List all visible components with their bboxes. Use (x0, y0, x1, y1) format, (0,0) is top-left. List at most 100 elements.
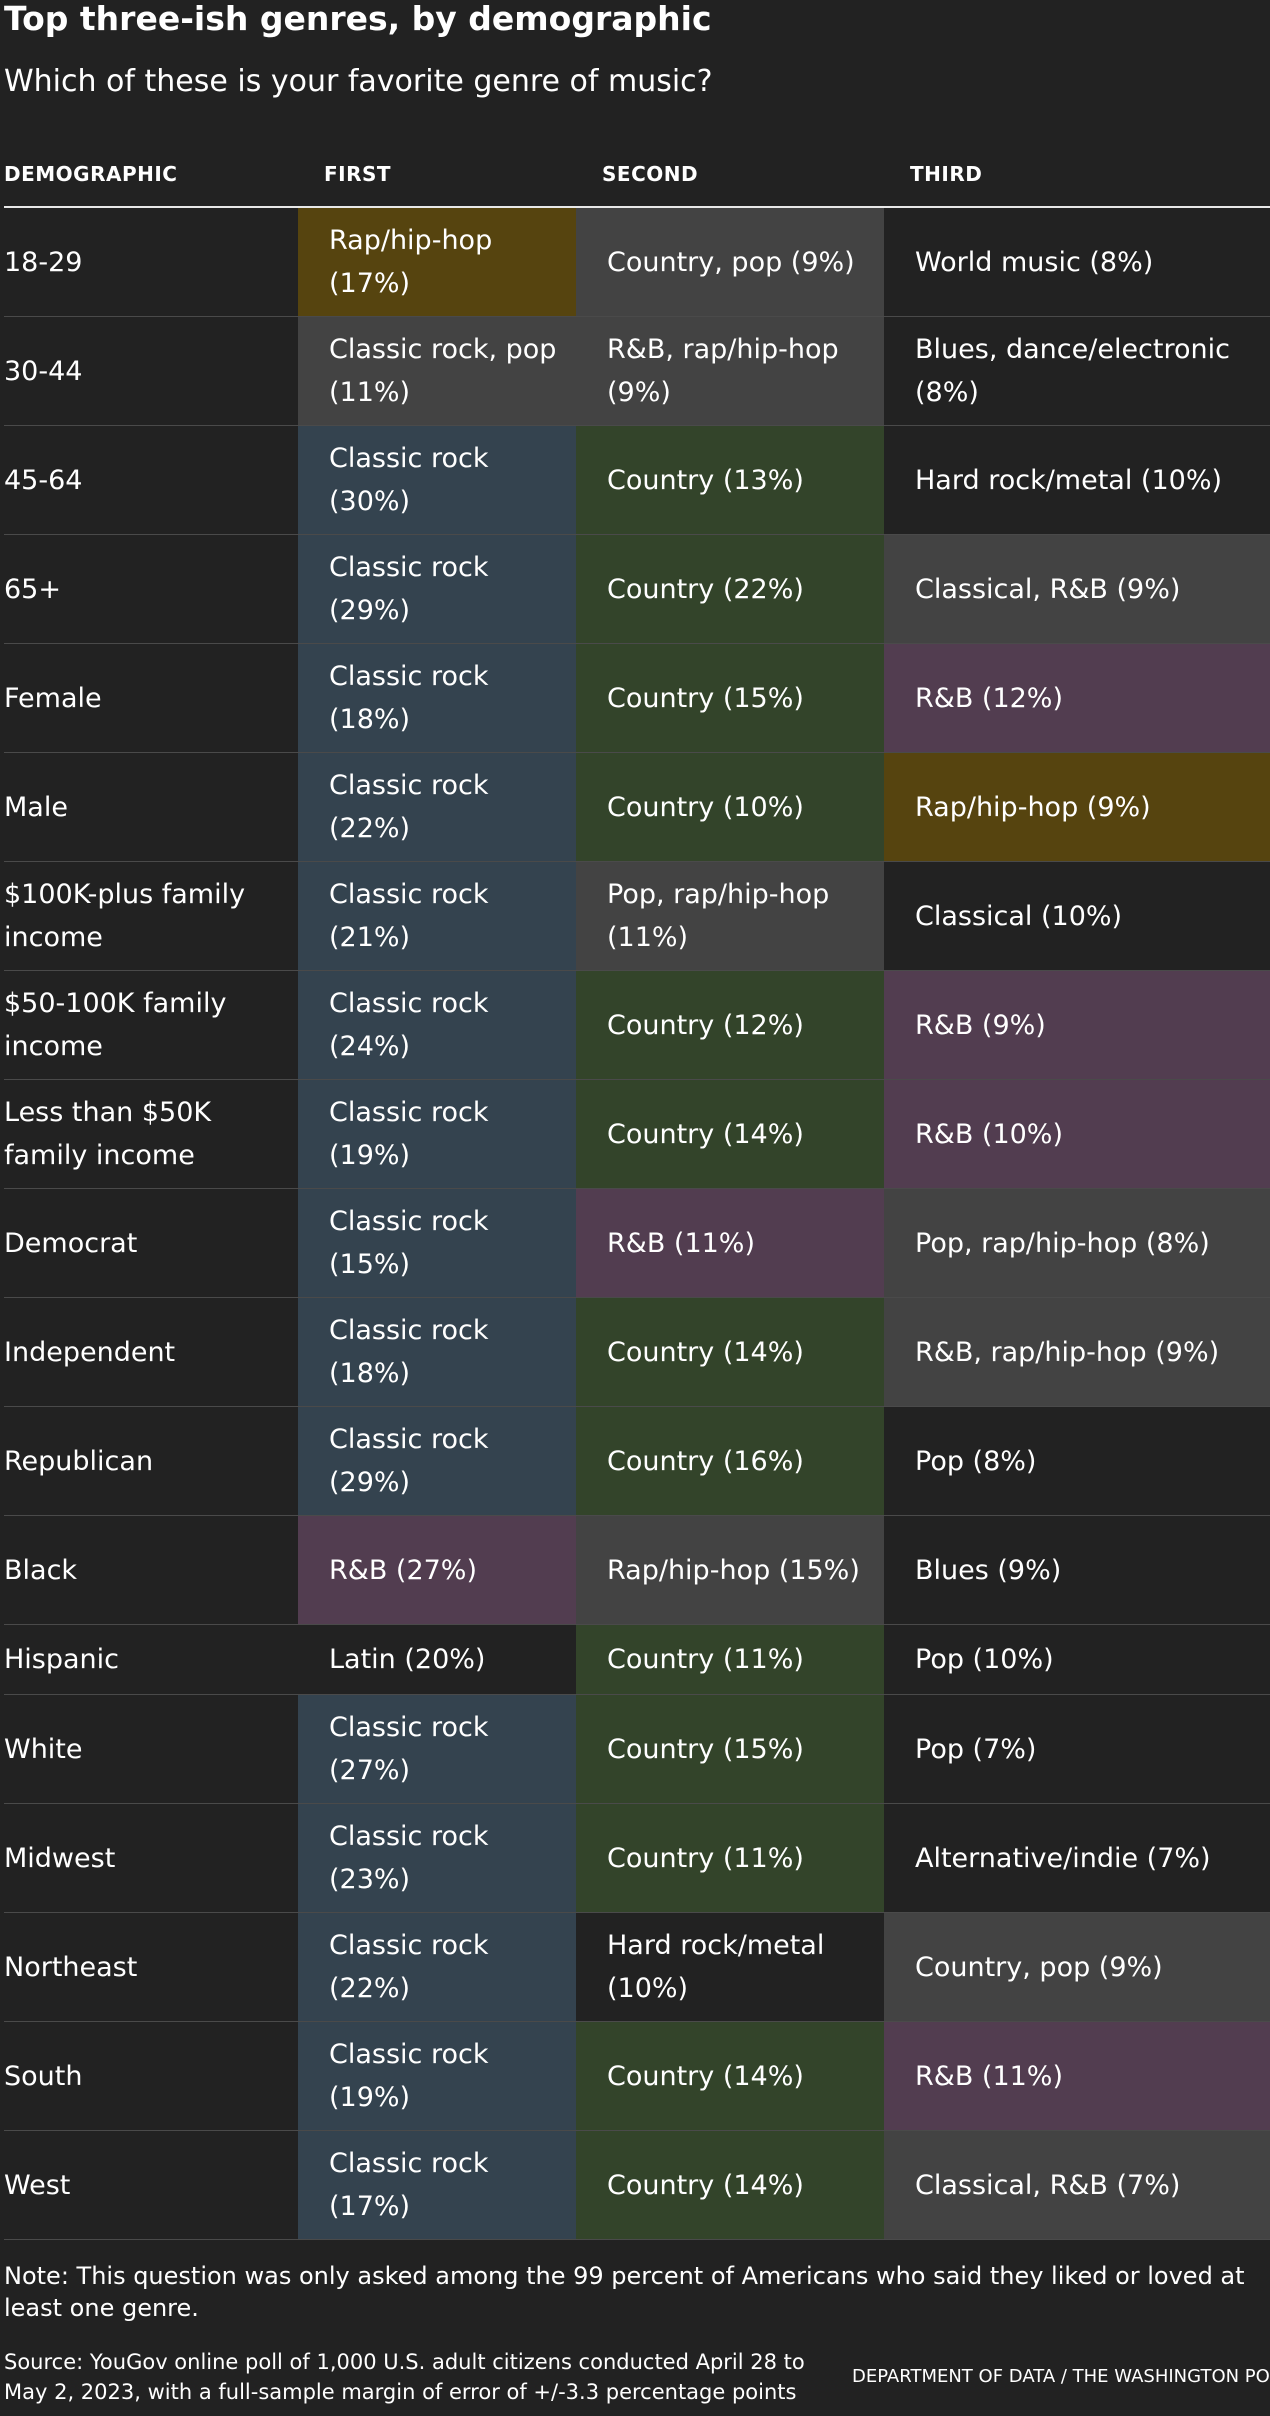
first-genre-cell: R&B (27%) (298, 1516, 576, 1624)
first-genre-cell: Classic rock (22%) (298, 1913, 576, 2021)
first-genre-cell: Classic rock (22%) (298, 753, 576, 861)
first-genre-cell: Classic rock (29%) (298, 1407, 576, 1515)
third-genre-cell: Pop (8%) (884, 1407, 1270, 1515)
table-row: Independent Classic rock (18%) Country (… (4, 1298, 1270, 1407)
credit-line: DEPARTMENT OF DATA / THE WASHINGTON POST (852, 2366, 1270, 2387)
table-row: White Classic rock (27%) Country (15%) P… (4, 1695, 1270, 1804)
second-genre-cell: R&B, rap/hip-hop (9%) (576, 317, 884, 425)
demographic-cell: $50-100K family income (4, 988, 227, 1062)
third-genre-cell: R&B (9%) (884, 971, 1270, 1079)
second-genre-cell: R&B (11%) (576, 1189, 884, 1297)
table-row: Democrat Classic rock (15%) R&B (11%) Po… (4, 1189, 1270, 1298)
third-genre-cell: R&B (11%) (884, 2022, 1270, 2130)
demographic-cell: Male (4, 791, 68, 823)
third-genre-cell: Classical (10%) (884, 862, 1270, 970)
third-genre-cell: Hard rock/metal (10%) (884, 426, 1270, 534)
table-row: Midwest Classic rock (23%) Country (11%)… (4, 1804, 1270, 1913)
second-genre-cell: Pop, rap/hip-hop (11%) (576, 862, 884, 970)
first-genre-cell: Classic rock, pop (11%) (298, 317, 576, 425)
third-genre-cell: R&B, rap/hip-hop (9%) (884, 1298, 1270, 1406)
second-genre-cell: Country (14%) (576, 1080, 884, 1188)
table-row: 18-29 Rap/hip-hop (17%) Country, pop (9%… (4, 208, 1270, 317)
table-row: Less than $50K family income Classic roc… (4, 1080, 1270, 1189)
demographic-cell: Black (4, 1554, 78, 1586)
second-genre-cell: Country (22%) (576, 535, 884, 643)
first-genre-cell: Classic rock (23%) (298, 1804, 576, 1912)
second-genre-cell: Country (14%) (576, 2131, 884, 2239)
second-genre-cell: Hard rock/metal (10%) (576, 1913, 884, 2021)
second-genre-cell: Country (11%) (576, 1804, 884, 1912)
third-genre-cell: Rap/hip-hop (9%) (884, 753, 1270, 861)
table-row: West Classic rock (17%) Country (14%) Cl… (4, 2131, 1270, 2240)
demographic-cell: Less than $50K family income (4, 1097, 212, 1171)
demographic-cell: South (4, 2060, 83, 2092)
table-row: 30-44 Classic rock, pop (11%) R&B, rap/h… (4, 317, 1270, 426)
first-genre-cell: Classic rock (21%) (298, 862, 576, 970)
third-genre-cell: R&B (12%) (884, 644, 1270, 752)
first-genre-cell: Classic rock (19%) (298, 2022, 576, 2130)
first-genre-cell: Latin (20%) (298, 1625, 576, 1694)
demographic-cell: 45-64 (4, 464, 83, 496)
third-genre-cell: Blues, dance/electronic (8%) (884, 317, 1270, 425)
second-genre-cell: Country (16%) (576, 1407, 884, 1515)
demographic-cell: Independent (4, 1336, 176, 1368)
page-title: Top three-ish genres, by demographic (4, 0, 712, 38)
table-row: $50-100K family income Classic rock (24%… (4, 971, 1270, 1080)
demographic-cell: 30-44 (4, 355, 83, 387)
second-genre-cell: Country (13%) (576, 426, 884, 534)
demographic-cell: Hispanic (4, 1644, 120, 1675)
table-row: Female Classic rock (18%) Country (15%) … (4, 644, 1270, 753)
genre-table: DEMOGRAPHIC FIRST SECOND THIRD 18-29 Rap… (4, 150, 1270, 2240)
second-genre-cell: Country (14%) (576, 1298, 884, 1406)
first-genre-cell: Rap/hip-hop (17%) (298, 208, 576, 316)
demographic-cell: Northeast (4, 1951, 138, 1983)
footnote: Note: This question was only asked among… (4, 2262, 1245, 2322)
third-genre-cell: Pop (7%) (884, 1695, 1270, 1803)
third-genre-cell: Classical, R&B (9%) (884, 535, 1270, 643)
second-genre-cell: Rap/hip-hop (15%) (576, 1516, 884, 1624)
first-genre-cell: Classic rock (27%) (298, 1695, 576, 1803)
header-demographic: DEMOGRAPHIC (4, 162, 178, 186)
demographic-cell: $100K-plus family income (4, 879, 246, 953)
header-first: FIRST (324, 162, 392, 186)
demographic-cell: Midwest (4, 1842, 116, 1874)
demographic-cell: 18-29 (4, 246, 83, 278)
second-genre-cell: Country (15%) (576, 644, 884, 752)
second-genre-cell: Country (15%) (576, 1695, 884, 1803)
second-genre-cell: Country (11%) (576, 1625, 884, 1694)
demographic-cell: Democrat (4, 1227, 138, 1259)
second-genre-cell: Country (12%) (576, 971, 884, 1079)
third-genre-cell: World music (8%) (884, 208, 1270, 316)
header-third: THIRD (910, 162, 983, 186)
first-genre-cell: Classic rock (30%) (298, 426, 576, 534)
first-genre-cell: Classic rock (19%) (298, 1080, 576, 1188)
third-genre-cell: Classical, R&B (7%) (884, 2131, 1270, 2239)
demographic-cell: Republican (4, 1445, 154, 1477)
first-genre-cell: Classic rock (29%) (298, 535, 576, 643)
second-genre-cell: Country (14%) (576, 2022, 884, 2130)
table-row: $100K-plus family income Classic rock (2… (4, 862, 1270, 971)
page-subtitle: Which of these is your favorite genre of… (4, 64, 713, 99)
demographic-cell: White (4, 1733, 83, 1765)
table-row: 65+ Classic rock (29%) Country (22%) Cla… (4, 535, 1270, 644)
table-row: 45-64 Classic rock (30%) Country (13%) H… (4, 426, 1270, 535)
third-genre-cell: Pop, rap/hip-hop (8%) (884, 1189, 1270, 1297)
source-line: Source: YouGov online poll of 1,000 U.S.… (4, 2350, 805, 2404)
third-genre-cell: Country, pop (9%) (884, 1913, 1270, 2021)
third-genre-cell: R&B (10%) (884, 1080, 1270, 1188)
demographic-cell: Female (4, 682, 102, 714)
second-genre-cell: Country, pop (9%) (576, 208, 884, 316)
table-row: Northeast Classic rock (22%) Hard rock/m… (4, 1913, 1270, 2022)
second-genre-cell: Country (10%) (576, 753, 884, 861)
demographic-cell: 65+ (4, 573, 61, 605)
first-genre-cell: Classic rock (18%) (298, 644, 576, 752)
first-genre-cell: Classic rock (18%) (298, 1298, 576, 1406)
third-genre-cell: Pop (10%) (884, 1625, 1270, 1694)
header-second: SECOND (602, 162, 699, 186)
table-row: Republican Classic rock (29%) Country (1… (4, 1407, 1270, 1516)
third-genre-cell: Alternative/indie (7%) (884, 1804, 1270, 1912)
table-header-row: DEMOGRAPHIC FIRST SECOND THIRD (4, 150, 1270, 208)
first-genre-cell: Classic rock (15%) (298, 1189, 576, 1297)
third-genre-cell: Blues (9%) (884, 1516, 1270, 1624)
first-genre-cell: Classic rock (17%) (298, 2131, 576, 2239)
